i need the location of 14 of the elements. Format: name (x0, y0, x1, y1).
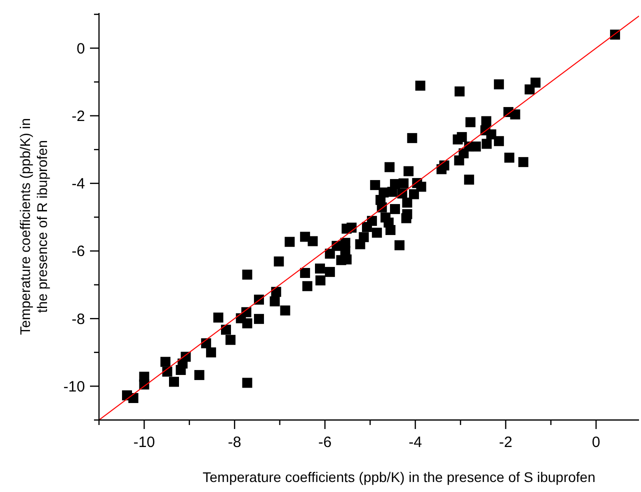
x-tick-label: -8 (228, 434, 242, 451)
x-tick-label: -4 (408, 434, 422, 451)
y-tick-label: -8 (72, 310, 85, 328)
y-tick-label: -6 (72, 243, 85, 260)
x-axis-title: Temperature coefficients (ppb/K) in the presence of S ibuprofen (202, 469, 596, 485)
x-tick-label: -2 (499, 434, 512, 451)
y-tick-label: -2 (72, 108, 85, 126)
y-axis-title: Temperature coefficients (ppb/K) in the presence of R ibuprofen (17, 118, 50, 335)
x-tick-label: -6 (318, 434, 332, 451)
x-tick-label: 0 (592, 434, 600, 451)
y-tick-label: 0 (76, 40, 85, 58)
y-tick-label: -10 (63, 378, 85, 396)
x-tick-label: -10 (133, 434, 156, 451)
y-tick-label: -4 (72, 176, 85, 193)
